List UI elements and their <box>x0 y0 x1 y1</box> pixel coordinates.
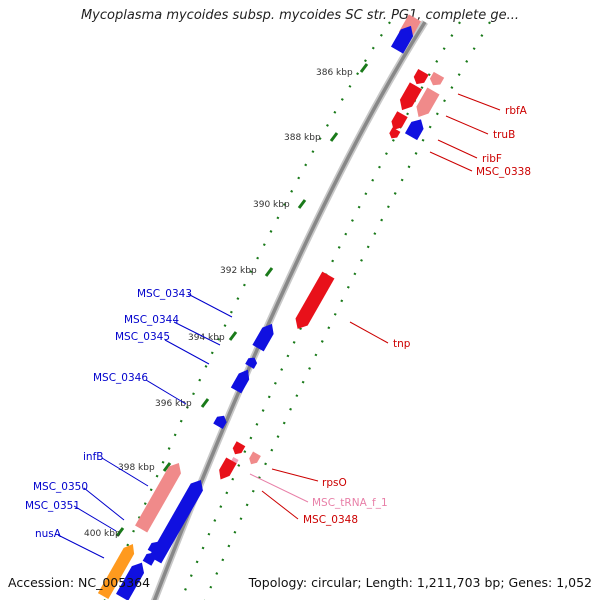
tick-label: 398 kbp <box>118 463 155 473</box>
gene-feature-ribF <box>391 111 408 130</box>
major-tick <box>297 199 307 209</box>
gene-feature-truB <box>399 82 423 111</box>
gene-feature-rbfA <box>413 68 429 85</box>
gene-feature-rpsO <box>232 441 246 455</box>
gene-leader-line <box>83 487 125 521</box>
gene-label: MSC_0346 <box>93 372 148 384</box>
gene-leader-line <box>271 468 319 482</box>
tick-label: 400 kbp <box>84 529 121 539</box>
gene-leader-line <box>73 505 117 532</box>
major-tick <box>329 132 339 142</box>
gene-leader-line <box>57 534 105 559</box>
feature-layer <box>97 14 445 600</box>
gene-leader-line <box>261 490 299 520</box>
gene-leader-line <box>429 151 473 172</box>
gene-feature-MSC_0344 <box>252 323 274 352</box>
gene-feature-rbfA-light <box>429 71 445 86</box>
gene-label: infB <box>83 451 103 463</box>
backbone-shadow <box>150 20 428 600</box>
gene-label: MSC_0348 <box>303 514 358 526</box>
gene-feature-MSC_0338 <box>389 127 401 139</box>
tick-label: 396 kbp <box>155 399 192 409</box>
gene-feature-MSC_0350 <box>147 541 161 555</box>
major-tick <box>115 527 125 537</box>
major-tick <box>200 398 210 408</box>
gene-feature-MSC_0346 <box>230 369 250 394</box>
major-tick <box>264 267 274 277</box>
gene-leader-line <box>249 473 309 503</box>
major-tick <box>359 63 369 73</box>
gene-label: rpsO <box>322 477 347 489</box>
gene-label: MSC_0343 <box>137 288 192 300</box>
gene-label: tnp <box>393 338 411 350</box>
tick-label: 386 kbp <box>316 68 353 78</box>
gene-leader-line <box>349 321 389 344</box>
gene-leader-line <box>164 339 210 365</box>
gene-label: MSC_0344 <box>124 314 179 326</box>
tick-dots <box>103 21 491 600</box>
tick-track-outer <box>204 21 491 600</box>
gene-label: MSC_0351 <box>25 500 80 512</box>
major-tick <box>228 331 238 341</box>
gene-label: MSC_0345 <box>115 331 170 343</box>
gene-feature-MSC_0351 <box>142 552 156 566</box>
gene-feature-MSC_0348 <box>219 457 237 480</box>
gene-leader-line <box>173 321 221 346</box>
gene-feature-orange <box>97 543 135 600</box>
tick-label: 392 kbp <box>220 266 257 276</box>
gene-label: rbfA <box>505 105 528 117</box>
gene-leader-line <box>187 293 233 318</box>
gene-feature-MSC_0347 <box>213 415 227 429</box>
gene-feature-infB-light <box>135 463 181 533</box>
gene-feature-truB-light <box>416 87 440 118</box>
gene-feature-reverse-ribF <box>404 119 424 141</box>
gene-label: nusA <box>35 528 62 540</box>
gene-feature-nusA <box>115 562 145 600</box>
gene-leader-line <box>445 115 489 135</box>
gene-feature-rpsO-light <box>249 451 261 465</box>
gene-label: MSC_0350 <box>33 481 88 493</box>
gene-leader-line <box>145 379 187 405</box>
gene-leader-line <box>437 139 478 159</box>
gene-label: MSC_0338 <box>476 166 531 178</box>
gene-label: ribF <box>482 153 502 165</box>
genome-summary-label: Topology: circular; Length: 1,211,703 bp… <box>248 575 592 590</box>
gene-label: MSC_tRNA_f_1 <box>312 497 388 509</box>
accession-label: Accession: NC_005364 <box>8 575 151 590</box>
gene-feature-infB <box>149 480 203 564</box>
gene-feature-tnp <box>295 271 335 329</box>
gene-feature-MSC_0345 <box>245 357 258 369</box>
genome-backbone <box>150 20 428 600</box>
gene-feature-top-reverse <box>390 25 414 54</box>
major-tick <box>162 462 172 472</box>
tick-label: 390 kbp <box>253 200 290 210</box>
gene-leader-line <box>101 457 149 487</box>
gene-leader-line <box>457 93 501 111</box>
gene-label: truB <box>493 129 515 141</box>
tick-label: 388 kbp <box>284 133 321 143</box>
